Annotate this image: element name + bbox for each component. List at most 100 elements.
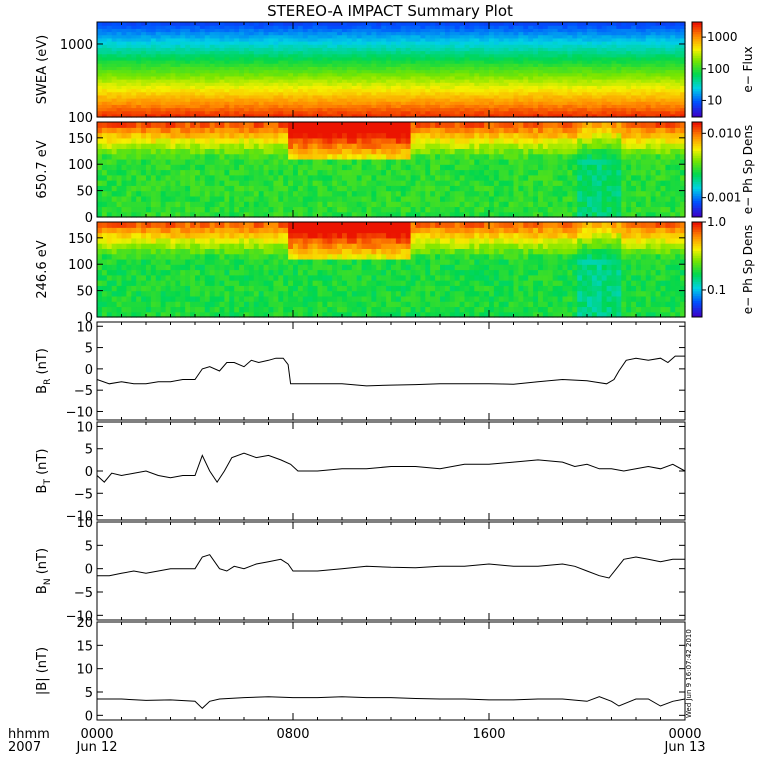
heatmap-cell [631,98,637,102]
heatmap-cell [190,127,196,134]
heatmap-cell [234,174,240,181]
heatmap-cell [606,107,613,112]
heatmap-cell [332,44,338,48]
heatmap-cell [366,101,372,105]
heatmap-cell [248,180,255,186]
heatmap-cell [263,47,270,52]
heatmap-cell [562,82,568,86]
heatmap-cell [170,122,176,128]
heatmap-cell [405,66,412,71]
heatmap-cell [376,79,382,83]
heatmap-cell [165,37,172,42]
heatmap-cell [479,72,485,77]
heatmap-cell [493,44,500,48]
heatmap-cell [391,69,397,74]
heatmap-cell [464,79,470,83]
heatmap-cell [528,41,534,45]
heatmap-cell [288,153,294,160]
heatmap-cell [185,190,191,197]
heatmap-cell [337,85,343,90]
heatmap-cell [165,143,172,149]
heatmap-cell [464,69,470,74]
heatmap-cell [572,34,578,39]
heatmap-cell [386,75,392,80]
heatmap-cell [219,153,225,160]
heatmap-cell [209,88,216,93]
heatmap-cell [425,158,431,165]
heatmap-cell [425,34,431,39]
heatmap-cell [317,158,323,165]
heatmap-cell [126,180,132,186]
heatmap-cell [371,195,377,202]
heatmap-cell [420,28,426,33]
heatmap-cell [224,113,230,118]
heatmap-cell [150,60,157,64]
heatmap-cell [248,137,255,144]
heatmap-cell [239,169,245,176]
heatmap-cell [278,22,284,26]
heatmap-cell [542,66,549,71]
heatmap-cell [219,98,225,102]
heatmap-cell [410,72,417,77]
heatmap-cell [278,127,284,134]
heatmap-cell [302,63,309,67]
heatmap-cell [180,113,186,118]
heatmap-cell [116,158,123,165]
heatmap-cell [317,153,323,160]
heatmap-cell [322,50,328,55]
heatmap-cell [366,110,372,115]
heatmap-cell [244,127,250,134]
heatmap-cell [528,44,534,48]
heatmap-cell [150,185,157,192]
heatmap-cell [165,98,172,102]
heatmap-cell [288,37,294,42]
heatmap-cell [591,107,598,112]
heatmap-cell [121,34,127,39]
heatmap-cell [268,72,274,77]
heatmap-cell [199,53,206,58]
heatmap-cell [361,53,368,58]
heatmap-cell [131,127,137,134]
heatmap-cell [376,56,382,61]
heatmap-cell [248,174,255,181]
heatmap-cell [513,60,519,64]
heatmap-cell [508,37,515,42]
heatmap-cell [273,180,279,186]
heatmap-cell [601,107,608,112]
heatmap-cell [268,180,274,186]
heatmap-cell [332,153,338,160]
heatmap-cell [106,164,113,171]
heatmap-cell [371,101,377,105]
heatmap-cell [312,41,319,45]
heatmap-cell [533,104,539,109]
heatmap-cell [297,201,304,208]
heatmap-cell [185,85,191,90]
heatmap-cell [435,94,441,99]
heatmap-cell [190,143,196,149]
heatmap-cell [141,104,147,109]
heatmap-cell [234,85,240,90]
heatmap-cell [538,88,544,93]
heatmap-cell [101,148,108,155]
heatmap-cell [283,75,289,80]
heatmap-cell [253,82,260,86]
heatmap-cell [155,201,162,208]
heatmap-cell [204,72,211,77]
heatmap-cell [219,94,225,99]
heatmap-cell [356,53,363,58]
heatmap-cell [258,127,265,134]
heatmap-cell [371,137,377,144]
heatmap-cell [533,69,539,74]
heatmap-cell [376,34,382,39]
heatmap-cell [258,63,265,67]
heatmap-cell [195,98,201,102]
heatmap-cell [391,79,397,83]
heatmap-cell [121,206,127,213]
heatmap-cell [346,66,353,71]
heatmap-cell [587,101,593,105]
heatmap-cell [160,110,167,115]
heatmap-cell [489,85,495,90]
heatmap-cell [498,85,505,90]
heatmap-cell [342,169,348,176]
heatmap-cell [160,195,167,202]
